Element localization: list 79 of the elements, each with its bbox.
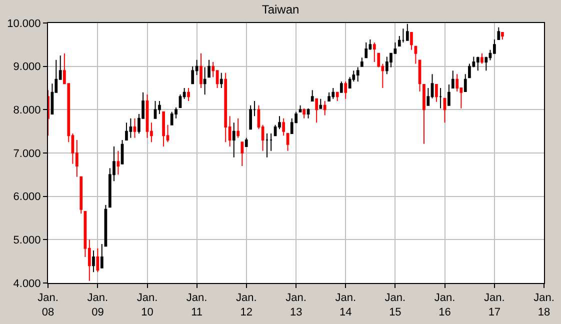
candlestick xyxy=(480,52,484,64)
candlestick xyxy=(286,133,290,152)
candlestick xyxy=(96,248,100,273)
candlestick xyxy=(270,133,273,152)
chart-title: Taiwan xyxy=(262,2,300,16)
y-tick-label: 5.000 xyxy=(13,234,41,247)
candlestick xyxy=(92,250,95,273)
candlestick xyxy=(501,32,504,40)
candlestick xyxy=(332,88,335,100)
candlestick xyxy=(439,88,442,109)
candlestick xyxy=(120,140,124,164)
candlestick xyxy=(356,66,360,82)
candlestick xyxy=(443,98,446,124)
x-tick-label: Jan. 17 xyxy=(484,292,505,318)
x-tick-label: Jan. 18 xyxy=(534,292,554,318)
x-tick-label: Jan. 09 xyxy=(87,292,108,318)
candlestick xyxy=(310,90,314,102)
x-tick-label: Jan. 16 xyxy=(434,292,456,318)
candlestick xyxy=(116,150,120,176)
candlestick xyxy=(340,81,343,93)
x-tick-label: Jan. 10 xyxy=(136,292,158,318)
candlestick xyxy=(319,98,322,109)
x-tick-label: Jan. 11 xyxy=(186,292,208,318)
candlestick xyxy=(298,104,302,112)
candlestick xyxy=(451,70,454,88)
candlestick xyxy=(220,72,223,88)
y-tick-label: 10.000 xyxy=(7,18,41,30)
candlestick xyxy=(464,74,467,92)
candlestick xyxy=(315,98,318,124)
candlestick xyxy=(129,118,132,138)
candlestick xyxy=(240,142,244,166)
x-tick-label: Jan. 14 xyxy=(335,292,356,318)
candlestick xyxy=(249,104,252,130)
candlestick xyxy=(224,72,228,143)
candlestick xyxy=(385,56,388,75)
candlestick xyxy=(448,84,450,106)
y-tick-label: 8.000 xyxy=(13,104,41,117)
candlestick xyxy=(232,122,236,158)
y-tick-label: 9.000 xyxy=(13,61,41,74)
y-tick-label: 7.000 xyxy=(13,148,41,160)
candlestick xyxy=(154,100,157,119)
candlestick xyxy=(435,84,438,102)
candlestick xyxy=(476,56,480,72)
candlestick xyxy=(187,88,190,102)
candlestick xyxy=(410,32,413,50)
y-tick-label: 4.000 xyxy=(13,278,41,290)
candlestick xyxy=(418,60,422,92)
candlestick xyxy=(323,100,326,116)
candlestick xyxy=(302,108,306,119)
candlestick xyxy=(203,66,206,95)
y-tick-label: 6.000 xyxy=(13,191,41,204)
candlestick xyxy=(80,176,83,214)
candlestick xyxy=(372,42,376,62)
candlestick xyxy=(336,92,339,102)
candlestick xyxy=(100,244,104,268)
candlestick xyxy=(364,42,368,58)
x-tick-label: Jan. 15 xyxy=(384,292,406,318)
candlestick xyxy=(146,94,149,138)
candlestick xyxy=(200,52,202,88)
candlestick xyxy=(344,81,348,100)
x-tick-label: Jan. 08 xyxy=(38,292,58,318)
x-tick-label: Jan. 13 xyxy=(286,292,306,318)
candlestick xyxy=(282,118,286,136)
candlestick xyxy=(306,108,310,119)
candlestick xyxy=(328,92,330,102)
x-tick-label: Jan. 12 xyxy=(236,292,257,318)
candlestick xyxy=(208,59,210,78)
candlestick xyxy=(170,111,174,126)
candlestick xyxy=(402,28,405,43)
candlestick xyxy=(244,137,248,147)
candlestick xyxy=(360,57,364,67)
candlestick xyxy=(236,118,240,138)
candlestick xyxy=(266,133,268,158)
candlestick xyxy=(414,46,418,64)
candlestick xyxy=(422,84,426,144)
candlestick xyxy=(162,111,165,147)
candlestick xyxy=(125,122,128,140)
candlestick xyxy=(497,26,500,40)
candlestick xyxy=(133,118,136,138)
